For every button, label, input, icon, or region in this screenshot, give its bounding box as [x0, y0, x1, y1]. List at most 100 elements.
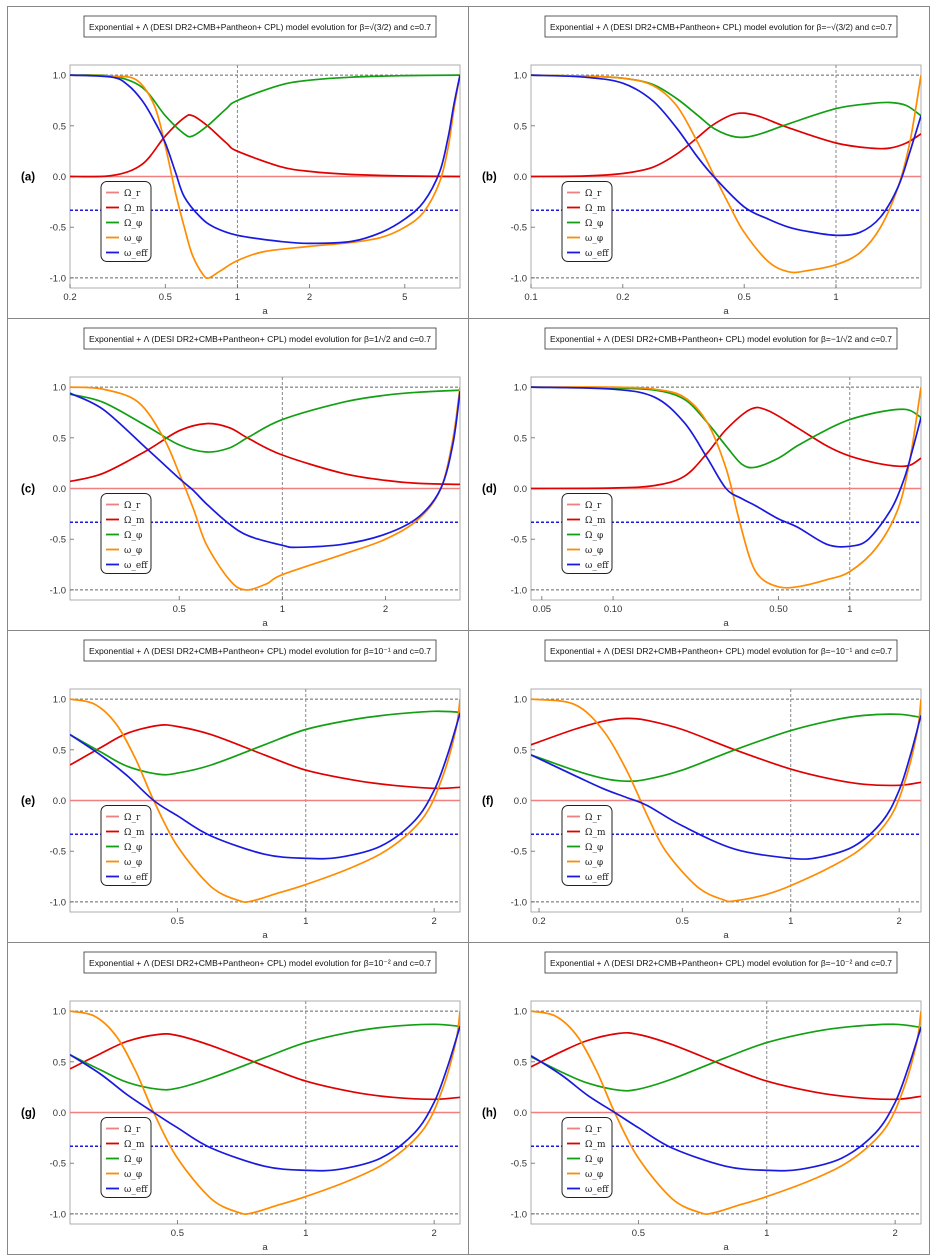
- chart-svg: Exponential + Λ (DESI DR2+CMB+Pantheon+ …: [21, 15, 461, 317]
- legend-box: [561, 493, 613, 574]
- x-tick-label: 0.5: [676, 916, 689, 927]
- legend-label: Ω_φ: [124, 219, 142, 229]
- legend-label: Ω_r: [585, 501, 602, 511]
- chart-svg: Exponential + Λ (DESI DR2+CMB+Pantheon+ …: [482, 327, 922, 629]
- y-tick-label: 0.5: [514, 745, 527, 756]
- y-tick-label: 1.0: [514, 383, 527, 394]
- x-tick-label: 2: [431, 1228, 436, 1239]
- x-tick-label: 1: [303, 916, 308, 927]
- series-line-w-eff: [70, 74, 460, 245]
- series-line-w-phi: [70, 74, 460, 280]
- chart-panel: Exponential + Λ (DESI DR2+CMB+Pantheon+ …: [8, 319, 469, 631]
- y-tick-label: 1.0: [53, 383, 66, 394]
- x-tick-label: 1: [847, 604, 852, 615]
- x-tick-label: 0.5: [738, 292, 751, 303]
- series-group: [70, 386, 460, 591]
- y-tick-label: 0.5: [53, 121, 66, 132]
- legend-label: ω_φ: [124, 546, 142, 556]
- series-group: [70, 1010, 460, 1216]
- series-line-omega-phi: [531, 1023, 921, 1092]
- legend-label: ω_φ: [124, 1170, 142, 1180]
- y-tick-label: -0.5: [50, 1159, 66, 1170]
- x-axis-label: a: [262, 306, 268, 317]
- y-tick-label: 1.0: [514, 1007, 527, 1018]
- y-tick-label: 0.0: [53, 172, 66, 183]
- x-axis-label: a: [723, 930, 729, 941]
- y-tick-label: -1.0: [511, 1209, 527, 1220]
- chart-panel: Exponential + Λ (DESI DR2+CMB+Pantheon+ …: [8, 943, 469, 1255]
- panel-label: (c): [21, 484, 35, 496]
- chart-panel: Exponential + Λ (DESI DR2+CMB+Pantheon+ …: [469, 943, 930, 1255]
- chart-title: Exponential + Λ (DESI DR2+CMB+Pantheon+ …: [89, 958, 431, 968]
- x-axis-label: a: [723, 1242, 729, 1253]
- x-tick-label: 0.1: [524, 292, 537, 303]
- legend-label: Ω_φ: [124, 1155, 142, 1165]
- chart-svg: Exponential + Λ (DESI DR2+CMB+Pantheon+ …: [21, 327, 461, 629]
- legend-label: ω_φ: [585, 858, 603, 868]
- x-tick-label: 0.2: [532, 916, 545, 927]
- series-group: [70, 698, 460, 904]
- legend-label: ω_φ: [124, 858, 142, 868]
- panel-label: (g): [21, 1108, 36, 1120]
- y-tick-label: -1.0: [50, 897, 66, 908]
- legend-box: [561, 1117, 613, 1198]
- figure-grid: Exponential + Λ (DESI DR2+CMB+Pantheon+ …: [7, 6, 930, 1255]
- y-tick-label: -1.0: [511, 273, 527, 284]
- legend-label: ω_φ: [585, 546, 603, 556]
- x-tick-label: 2: [896, 916, 901, 927]
- series-line-omega-phi: [531, 713, 921, 783]
- x-tick-label: 0.5: [159, 292, 172, 303]
- series-line-omega-m: [531, 112, 921, 178]
- x-tick-label: 1: [788, 916, 793, 927]
- chart-title: Exponential + Λ (DESI DR2+CMB+Pantheon+ …: [89, 646, 431, 656]
- chart-svg: Exponential + Λ (DESI DR2+CMB+Pantheon+ …: [482, 951, 922, 1253]
- chart-title: Exponential + Λ (DESI DR2+CMB+Pantheon+ …: [89, 334, 431, 344]
- chart-title-box: [544, 15, 898, 38]
- y-tick-label: -0.5: [511, 535, 527, 546]
- legend-label: ω_eff: [585, 249, 609, 259]
- series-line-w-eff: [70, 713, 460, 860]
- chart-panel: Exponential + Λ (DESI DR2+CMB+Pantheon+ …: [469, 7, 930, 319]
- legend-box: [100, 805, 152, 886]
- x-axis-label: a: [262, 618, 268, 629]
- legend-label: ω_φ: [585, 234, 603, 244]
- panel-label: (b): [482, 172, 497, 184]
- series-line-w-phi: [531, 386, 921, 589]
- y-tick-label: 0.5: [53, 1057, 66, 1068]
- x-tick-label: 0.5: [171, 916, 184, 927]
- legend-label: Ω_φ: [585, 843, 603, 853]
- legend-label: Ω_m: [585, 828, 606, 838]
- series-line-w-eff: [531, 715, 921, 860]
- y-tick-label: 0.0: [514, 484, 527, 495]
- y-tick-label: -0.5: [511, 223, 527, 234]
- y-tick-label: -0.5: [511, 847, 527, 858]
- series-line-omega-m: [531, 406, 921, 490]
- series-line-omega-phi: [70, 389, 460, 453]
- chart-title-box: [544, 639, 898, 662]
- y-tick-label: -1.0: [511, 585, 527, 596]
- legend-label: Ω_r: [124, 1125, 141, 1135]
- series-line-w-eff: [70, 391, 460, 549]
- series-line-omega-phi: [70, 1023, 460, 1091]
- legend-label: Ω_φ: [585, 531, 603, 541]
- series-group: [70, 74, 460, 280]
- legend-box: [561, 181, 613, 262]
- x-tick-label: 1: [303, 1228, 308, 1239]
- y-tick-label: 1.0: [53, 1007, 66, 1018]
- x-tick-label: 0.2: [63, 292, 76, 303]
- y-tick-label: -0.5: [50, 223, 66, 234]
- legend-label: Ω_m: [585, 516, 606, 526]
- chart-title-box: [544, 951, 898, 974]
- chart-title-box: [83, 639, 437, 662]
- chart-panel: Exponential + Λ (DESI DR2+CMB+Pantheon+ …: [8, 7, 469, 319]
- chart-title: Exponential + Λ (DESI DR2+CMB+Pantheon+ …: [89, 22, 431, 32]
- legend-label: Ω_φ: [585, 219, 603, 229]
- series-line-w-phi: [70, 1010, 460, 1216]
- x-tick-label: 0.10: [604, 604, 623, 615]
- series-line-omega-m: [70, 422, 460, 486]
- series-line-w-eff: [70, 1026, 460, 1172]
- legend-label: Ω_m: [585, 204, 606, 214]
- legend-label: Ω_m: [124, 1140, 145, 1150]
- legend-label: Ω_r: [124, 501, 141, 511]
- panel-label: (f): [482, 796, 494, 808]
